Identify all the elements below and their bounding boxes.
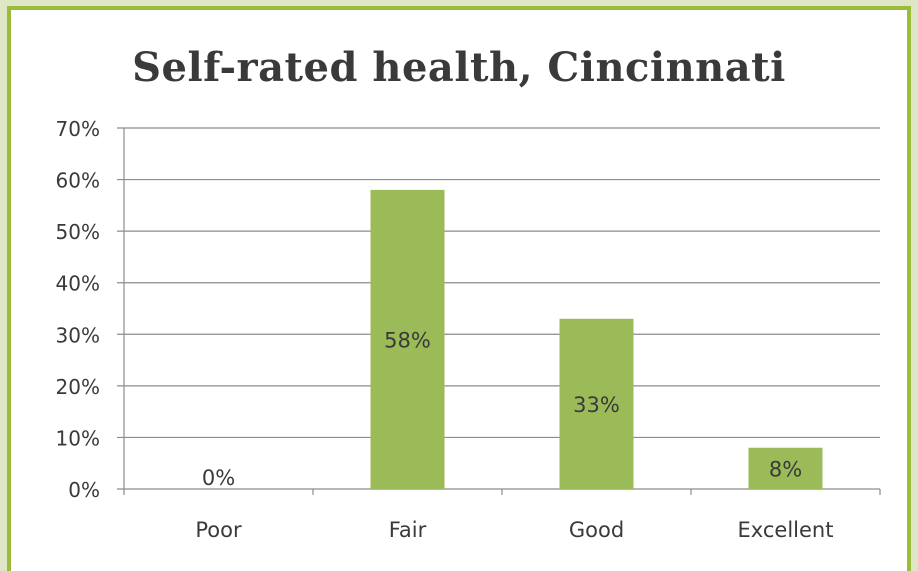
y-tick-label: 70%	[56, 117, 100, 141]
x-tick-label: Poor	[195, 518, 242, 542]
data-label: 58%	[384, 328, 431, 352]
x-axis-ticks: Poor Fair Good Excellent	[195, 518, 833, 542]
y-tick-label: 10%	[56, 426, 100, 450]
bars	[370, 189, 823, 489]
y-tick-label: 50%	[56, 220, 100, 244]
bar-fair	[370, 189, 445, 489]
data-labels: 0% 58% 33% 8%	[202, 328, 802, 490]
data-label: 0%	[202, 466, 235, 490]
gridlines	[117, 127, 881, 495]
y-tick-label: 20%	[56, 375, 100, 399]
y-tick-label: 40%	[56, 272, 100, 296]
chart-title: Self-rated health, Cincinnati	[132, 44, 786, 91]
x-tick-label: Fair	[389, 518, 427, 542]
y-tick-label: 0%	[68, 478, 100, 502]
bar-excellent	[748, 447, 823, 489]
y-axis-ticks: 0% 10% 20% 30% 40% 50% 60% 70%	[56, 117, 100, 502]
x-tick-label: Good	[569, 518, 624, 542]
y-tick-label: 60%	[56, 169, 100, 193]
y-tick-label: 30%	[56, 323, 100, 347]
x-tick-label: Excellent	[738, 518, 834, 542]
data-label: 33%	[573, 393, 620, 417]
data-label: 8%	[769, 457, 802, 481]
bar-good	[559, 318, 634, 489]
